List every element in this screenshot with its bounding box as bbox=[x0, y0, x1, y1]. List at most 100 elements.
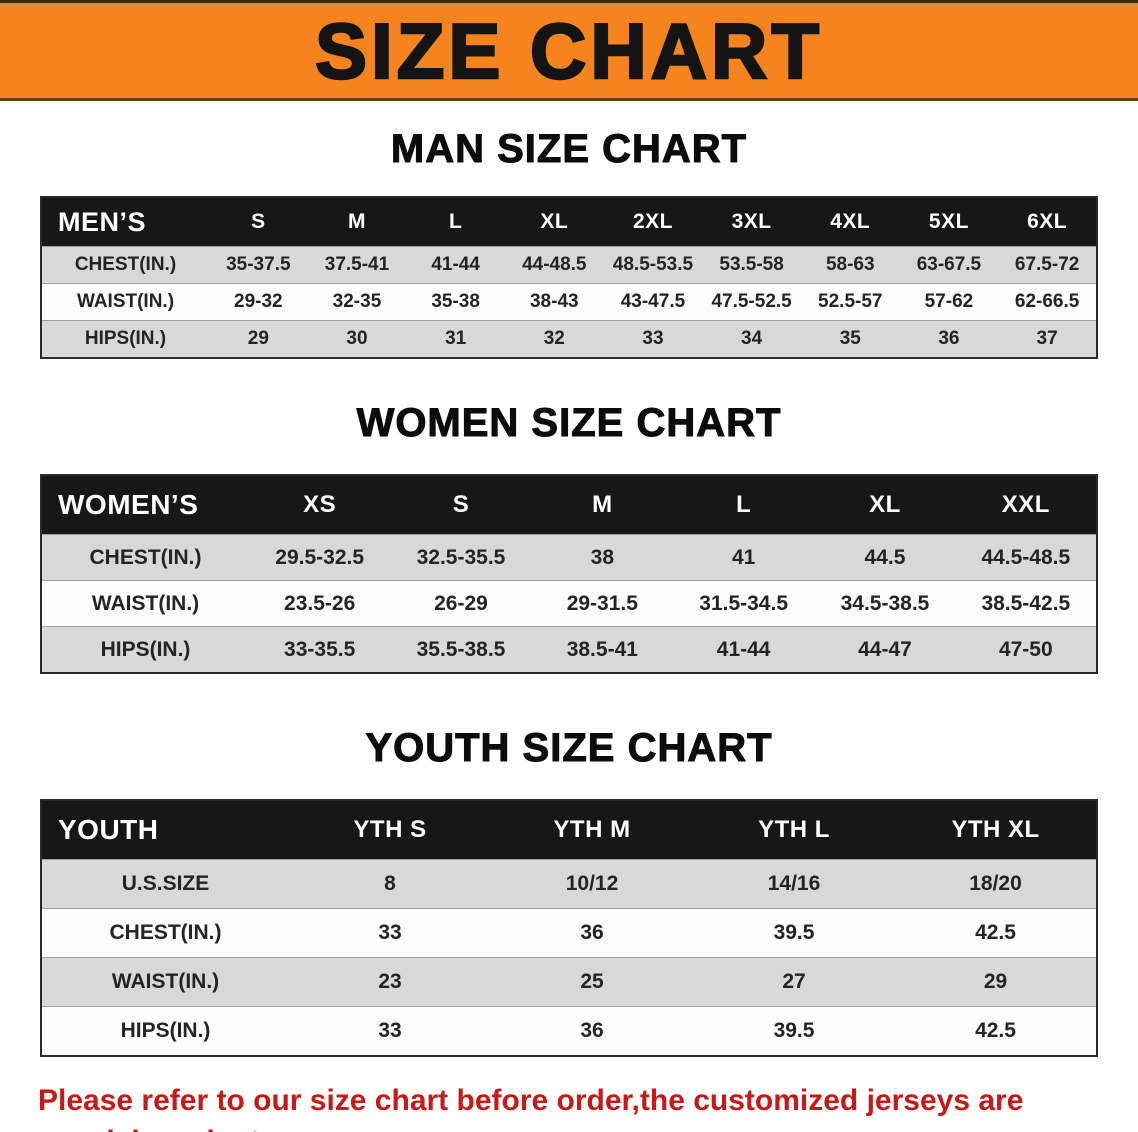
size-header-cell: XS bbox=[249, 475, 391, 535]
table-header-row: MEN’S S M L XL 2XL 3XL 4XL 5XL 6XL bbox=[41, 197, 1097, 247]
value-cell: 48.5-53.5 bbox=[603, 246, 703, 284]
value-cell: 53.5-58 bbox=[702, 246, 801, 284]
value-cell: 35.5-38.5 bbox=[390, 626, 532, 673]
value-cell: 29-31.5 bbox=[531, 580, 673, 627]
size-header-cell: 5XL bbox=[899, 197, 999, 247]
value-cell: 37.5-41 bbox=[307, 246, 407, 284]
value-cell: 44-47 bbox=[814, 626, 956, 673]
row-label-cell: U.S.SIZE bbox=[41, 859, 289, 909]
value-cell: 31.5-34.5 bbox=[672, 580, 815, 627]
size-header-cell: YTH S bbox=[289, 800, 491, 860]
row-label-cell: WAIST(IN.) bbox=[41, 580, 249, 627]
value-cell: 47.5-52.5 bbox=[702, 283, 801, 321]
size-header-cell: L bbox=[672, 475, 815, 535]
value-cell: 36 bbox=[491, 1006, 693, 1056]
table-row: WAIST(IN.) 29-32 32-35 35-38 38-43 43-47.5 47.… bbox=[41, 283, 1097, 321]
row-label-cell: HIPS(IN.) bbox=[41, 626, 249, 673]
value-cell: 52.5-57 bbox=[800, 283, 900, 321]
value-cell: 41-44 bbox=[406, 246, 505, 284]
youth-heading: YOUTH SIZE CHART bbox=[365, 726, 773, 771]
size-header-cell: 3XL bbox=[702, 197, 801, 247]
value-cell: 30 bbox=[307, 320, 407, 358]
value-cell: 23.5-26 bbox=[249, 580, 391, 627]
value-cell: 38.5-41 bbox=[531, 626, 673, 673]
value-cell: 29 bbox=[209, 320, 308, 358]
size-header-cell: XL bbox=[504, 197, 604, 247]
value-cell: 63-67.5 bbox=[899, 246, 999, 284]
size-header-cell: M bbox=[307, 197, 407, 247]
page-title: SIZE CHART bbox=[314, 6, 823, 95]
value-cell: 67.5-72 bbox=[998, 246, 1097, 284]
value-cell: 35 bbox=[800, 320, 900, 358]
size-header-cell: XXL bbox=[955, 475, 1097, 535]
value-cell: 33 bbox=[603, 320, 703, 358]
women-heading: WOMEN SIZE CHART bbox=[356, 401, 782, 446]
value-cell: 57-62 bbox=[899, 283, 999, 321]
size-header-cell: YTH XL bbox=[895, 800, 1097, 860]
size-header-cell: S bbox=[390, 475, 532, 535]
table-row: WAIST(IN.) 23 25 27 29 bbox=[41, 957, 1097, 1007]
value-cell: 34.5-38.5 bbox=[814, 580, 956, 627]
disclaimer: Please refer to our size chart before or… bbox=[0, 1057, 1138, 1132]
value-cell: 44.5 bbox=[814, 534, 956, 581]
size-header-cell: YTH L bbox=[693, 800, 895, 860]
table-row: HIPS(IN.) 29 30 31 32 33 34 35 36 37 bbox=[41, 320, 1097, 358]
value-cell: 44.5-48.5 bbox=[955, 534, 1097, 581]
youth-section: YOUTH SIZE CHART YOUTH YTH S YTH M YTH L YTH… bbox=[0, 726, 1138, 1057]
value-cell: 35-37.5 bbox=[209, 246, 308, 284]
value-cell: 32 bbox=[504, 320, 604, 358]
value-cell: 42.5 bbox=[895, 1006, 1097, 1056]
value-cell: 35-38 bbox=[406, 283, 505, 321]
table-title-cell: WOMEN’S bbox=[41, 475, 249, 535]
table-row: CHEST(IN.) 35-37.5 37.5-41 41-44 44-48.5 48.5… bbox=[41, 246, 1097, 284]
value-cell: 29.5-32.5 bbox=[249, 534, 391, 581]
value-cell: 36 bbox=[491, 908, 693, 958]
value-cell: 14/16 bbox=[693, 859, 895, 909]
women-section: WOMEN SIZE CHART WOMEN’S XS S M L XL XXL CHEST(… bbox=[0, 401, 1138, 674]
row-label-cell: WAIST(IN.) bbox=[41, 283, 209, 321]
value-cell: 41-44 bbox=[672, 626, 815, 673]
value-cell: 26-29 bbox=[390, 580, 532, 627]
table-title-cell: YOUTH bbox=[41, 800, 289, 860]
value-cell: 38 bbox=[531, 534, 673, 581]
value-cell: 43-47.5 bbox=[603, 283, 703, 321]
value-cell: 27 bbox=[693, 957, 895, 1007]
row-label-cell: WAIST(IN.) bbox=[41, 957, 289, 1007]
row-label-cell: CHEST(IN.) bbox=[41, 534, 249, 581]
men-section: MAN SIZE CHART MEN’S S M L XL 2XL 3XL 4XL 5XL 6XL… bbox=[0, 127, 1138, 359]
value-cell: 39.5 bbox=[693, 1006, 895, 1056]
size-header-cell: L bbox=[406, 197, 505, 247]
table-row: CHEST(IN.) 33 36 39.5 42.5 bbox=[41, 908, 1097, 958]
value-cell: 38-43 bbox=[504, 283, 604, 321]
table-title-cell: MEN’S bbox=[41, 197, 209, 247]
value-cell: 18/20 bbox=[895, 859, 1097, 909]
row-label-cell: HIPS(IN.) bbox=[41, 1006, 289, 1056]
table-row: U.S.SIZE 8 10/12 14/16 18/20 bbox=[41, 859, 1097, 909]
value-cell: 33 bbox=[289, 908, 491, 958]
table-row: HIPS(IN.) 33-35.5 35.5-38.5 38.5-41 41-44 44-… bbox=[41, 626, 1097, 673]
value-cell: 39.5 bbox=[693, 908, 895, 958]
value-cell: 36 bbox=[899, 320, 999, 358]
size-header-cell: S bbox=[209, 197, 308, 247]
value-cell: 38.5-42.5 bbox=[955, 580, 1097, 627]
value-cell: 32-35 bbox=[307, 283, 407, 321]
value-cell: 25 bbox=[491, 957, 693, 1007]
value-cell: 10/12 bbox=[491, 859, 693, 909]
row-label-cell: CHEST(IN.) bbox=[41, 908, 289, 958]
table-row: HIPS(IN.) 33 36 39.5 42.5 bbox=[41, 1006, 1097, 1056]
table-header-row: YOUTH YTH S YTH M YTH L YTH XL bbox=[41, 800, 1097, 860]
value-cell: 47-50 bbox=[955, 626, 1097, 673]
table-row: WAIST(IN.) 23.5-26 26-29 29-31.5 31.5-34.5 34… bbox=[41, 580, 1097, 627]
size-header-cell: XL bbox=[814, 475, 956, 535]
size-header-cell: YTH M bbox=[491, 800, 693, 860]
value-cell: 33-35.5 bbox=[249, 626, 391, 673]
value-cell: 29 bbox=[895, 957, 1097, 1007]
value-cell: 41 bbox=[672, 534, 815, 581]
value-cell: 31 bbox=[406, 320, 505, 358]
size-header-cell: 2XL bbox=[603, 197, 703, 247]
value-cell: 37 bbox=[998, 320, 1097, 358]
value-cell: 29-32 bbox=[209, 283, 308, 321]
value-cell: 8 bbox=[289, 859, 491, 909]
value-cell: 23 bbox=[289, 957, 491, 1007]
women-size-table: WOMEN’S XS S M L XL XXL CHEST(IN.) 29.5-32.5 32.5… bbox=[40, 474, 1098, 674]
